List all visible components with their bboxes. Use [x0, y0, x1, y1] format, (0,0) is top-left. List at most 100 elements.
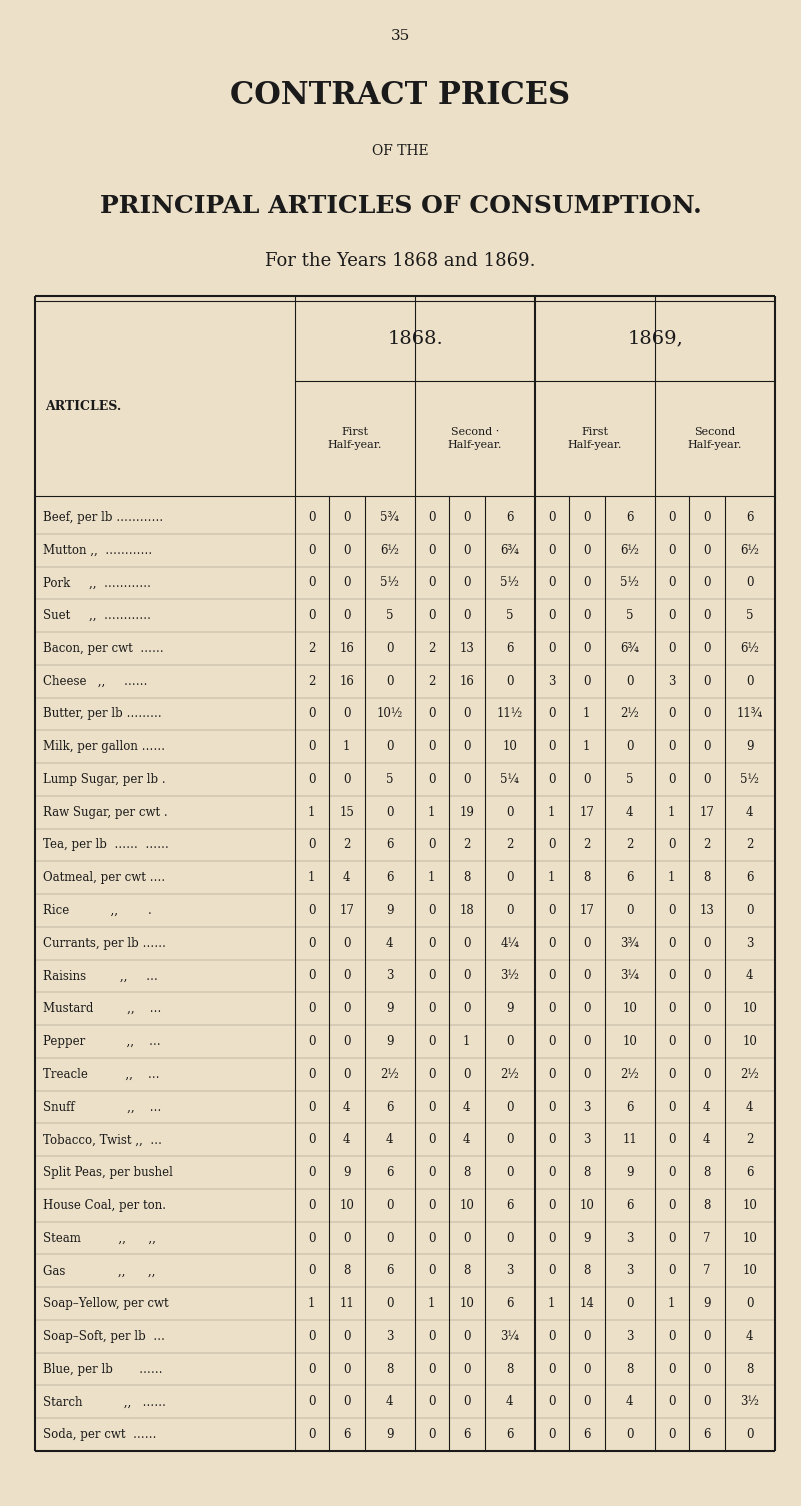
Text: Beef, per lb …………: Beef, per lb …………: [43, 511, 163, 524]
Text: 0: 0: [702, 1035, 710, 1048]
Text: 0: 0: [548, 904, 556, 917]
Text: Blue, per lb       ……: Blue, per lb ……: [43, 1363, 163, 1375]
Text: 6: 6: [506, 1428, 513, 1441]
Text: 8: 8: [583, 1265, 590, 1277]
Text: 0: 0: [668, 1035, 675, 1048]
Text: For the Years 1868 and 1869.: For the Years 1868 and 1869.: [265, 252, 536, 270]
Text: 0: 0: [548, 1265, 556, 1277]
Text: 0: 0: [583, 773, 590, 786]
Text: 6: 6: [626, 872, 634, 884]
Text: Oatmeal, per cwt ….: Oatmeal, per cwt ….: [43, 872, 165, 884]
Text: 5½: 5½: [501, 577, 519, 589]
Text: 4: 4: [343, 1134, 350, 1146]
Text: 2½: 2½: [740, 1068, 759, 1081]
Text: 1: 1: [428, 872, 436, 884]
Text: 2: 2: [343, 839, 350, 851]
Text: 0: 0: [428, 1199, 436, 1212]
Text: 0: 0: [428, 1134, 436, 1146]
Text: 11¾: 11¾: [737, 708, 763, 720]
Text: 0: 0: [343, 577, 350, 589]
Text: 0: 0: [583, 970, 590, 982]
Text: 0: 0: [702, 608, 710, 622]
Text: 0: 0: [308, 577, 316, 589]
Text: 16: 16: [339, 675, 354, 688]
Text: 3½: 3½: [501, 970, 519, 982]
Text: 9: 9: [583, 1232, 590, 1244]
Text: 8: 8: [626, 1363, 634, 1375]
Text: 0: 0: [702, 708, 710, 720]
Text: 2: 2: [463, 839, 470, 851]
Text: 0: 0: [702, 1003, 710, 1015]
Text: 0: 0: [428, 904, 436, 917]
Text: 2: 2: [428, 675, 436, 688]
Text: 6¾: 6¾: [501, 544, 519, 557]
Text: 0: 0: [583, 675, 590, 688]
Text: 3½: 3½: [740, 1396, 759, 1408]
Text: 17: 17: [699, 806, 714, 819]
Text: 2½: 2½: [380, 1068, 399, 1081]
Text: 4: 4: [746, 806, 754, 819]
Text: Second
Half-year.: Second Half-year.: [688, 426, 743, 450]
Text: 0: 0: [548, 1003, 556, 1015]
Text: 6: 6: [506, 642, 513, 655]
Text: 0: 0: [343, 1068, 350, 1081]
Text: 0: 0: [463, 608, 470, 622]
Text: 0: 0: [308, 739, 316, 753]
Text: 0: 0: [463, 577, 470, 589]
Text: 5: 5: [626, 608, 634, 622]
Text: 15: 15: [339, 806, 354, 819]
Text: Mustard         ,,    …: Mustard ,, …: [43, 1003, 161, 1015]
Text: 6: 6: [386, 1166, 393, 1179]
Text: 8: 8: [746, 1363, 754, 1375]
Text: 3: 3: [626, 1265, 634, 1277]
Text: 0: 0: [668, 577, 675, 589]
Text: 6½: 6½: [380, 544, 399, 557]
Text: Milk, per gallon ……: Milk, per gallon ……: [43, 739, 165, 753]
Text: 3: 3: [626, 1330, 634, 1343]
Text: 0: 0: [668, 773, 675, 786]
Text: Raisins         ,,     …: Raisins ,, …: [43, 970, 158, 982]
Text: 0: 0: [583, 642, 590, 655]
Text: 9: 9: [506, 1003, 513, 1015]
Text: 0: 0: [583, 1003, 590, 1015]
Text: 3¾: 3¾: [620, 937, 639, 950]
Text: 0: 0: [668, 1396, 675, 1408]
Text: 17: 17: [579, 806, 594, 819]
Text: 0: 0: [463, 970, 470, 982]
Text: 10: 10: [459, 1297, 474, 1310]
Text: 0: 0: [583, 608, 590, 622]
Text: 11: 11: [622, 1134, 637, 1146]
Text: 0: 0: [308, 544, 316, 557]
Text: 0: 0: [428, 1363, 436, 1375]
Text: 0: 0: [668, 1428, 675, 1441]
Text: 10: 10: [743, 1232, 757, 1244]
Text: 0: 0: [463, 1330, 470, 1343]
Text: 9: 9: [386, 904, 393, 917]
Text: 10: 10: [743, 1003, 757, 1015]
Text: 8: 8: [703, 872, 710, 884]
Text: ARTICLES.: ARTICLES.: [45, 399, 121, 413]
Text: 0: 0: [668, 1003, 675, 1015]
Text: 0: 0: [386, 739, 393, 753]
Text: 2½: 2½: [501, 1068, 519, 1081]
Text: Suet     ,,  …………: Suet ,, …………: [43, 608, 151, 622]
Text: Gas              ,,      ,,: Gas ,, ,,: [43, 1265, 155, 1277]
Text: 6½: 6½: [740, 642, 759, 655]
Text: 17: 17: [579, 904, 594, 917]
Text: 0: 0: [386, 1199, 393, 1212]
Text: 0: 0: [463, 511, 470, 524]
Text: Pork     ,,  …………: Pork ,, …………: [43, 577, 151, 589]
Text: 1: 1: [668, 806, 675, 819]
Text: 8: 8: [583, 872, 590, 884]
Text: 3: 3: [386, 1330, 393, 1343]
Text: 0: 0: [463, 739, 470, 753]
Text: 0: 0: [428, 511, 436, 524]
Text: 0: 0: [702, 937, 710, 950]
Text: 0: 0: [548, 839, 556, 851]
Text: Soap–Soft, per lb  …: Soap–Soft, per lb …: [43, 1330, 165, 1343]
Text: 0: 0: [668, 1134, 675, 1146]
Text: 10: 10: [579, 1199, 594, 1212]
Text: 0: 0: [308, 1068, 316, 1081]
Text: 1868.: 1868.: [387, 330, 443, 348]
Text: 6: 6: [583, 1428, 590, 1441]
